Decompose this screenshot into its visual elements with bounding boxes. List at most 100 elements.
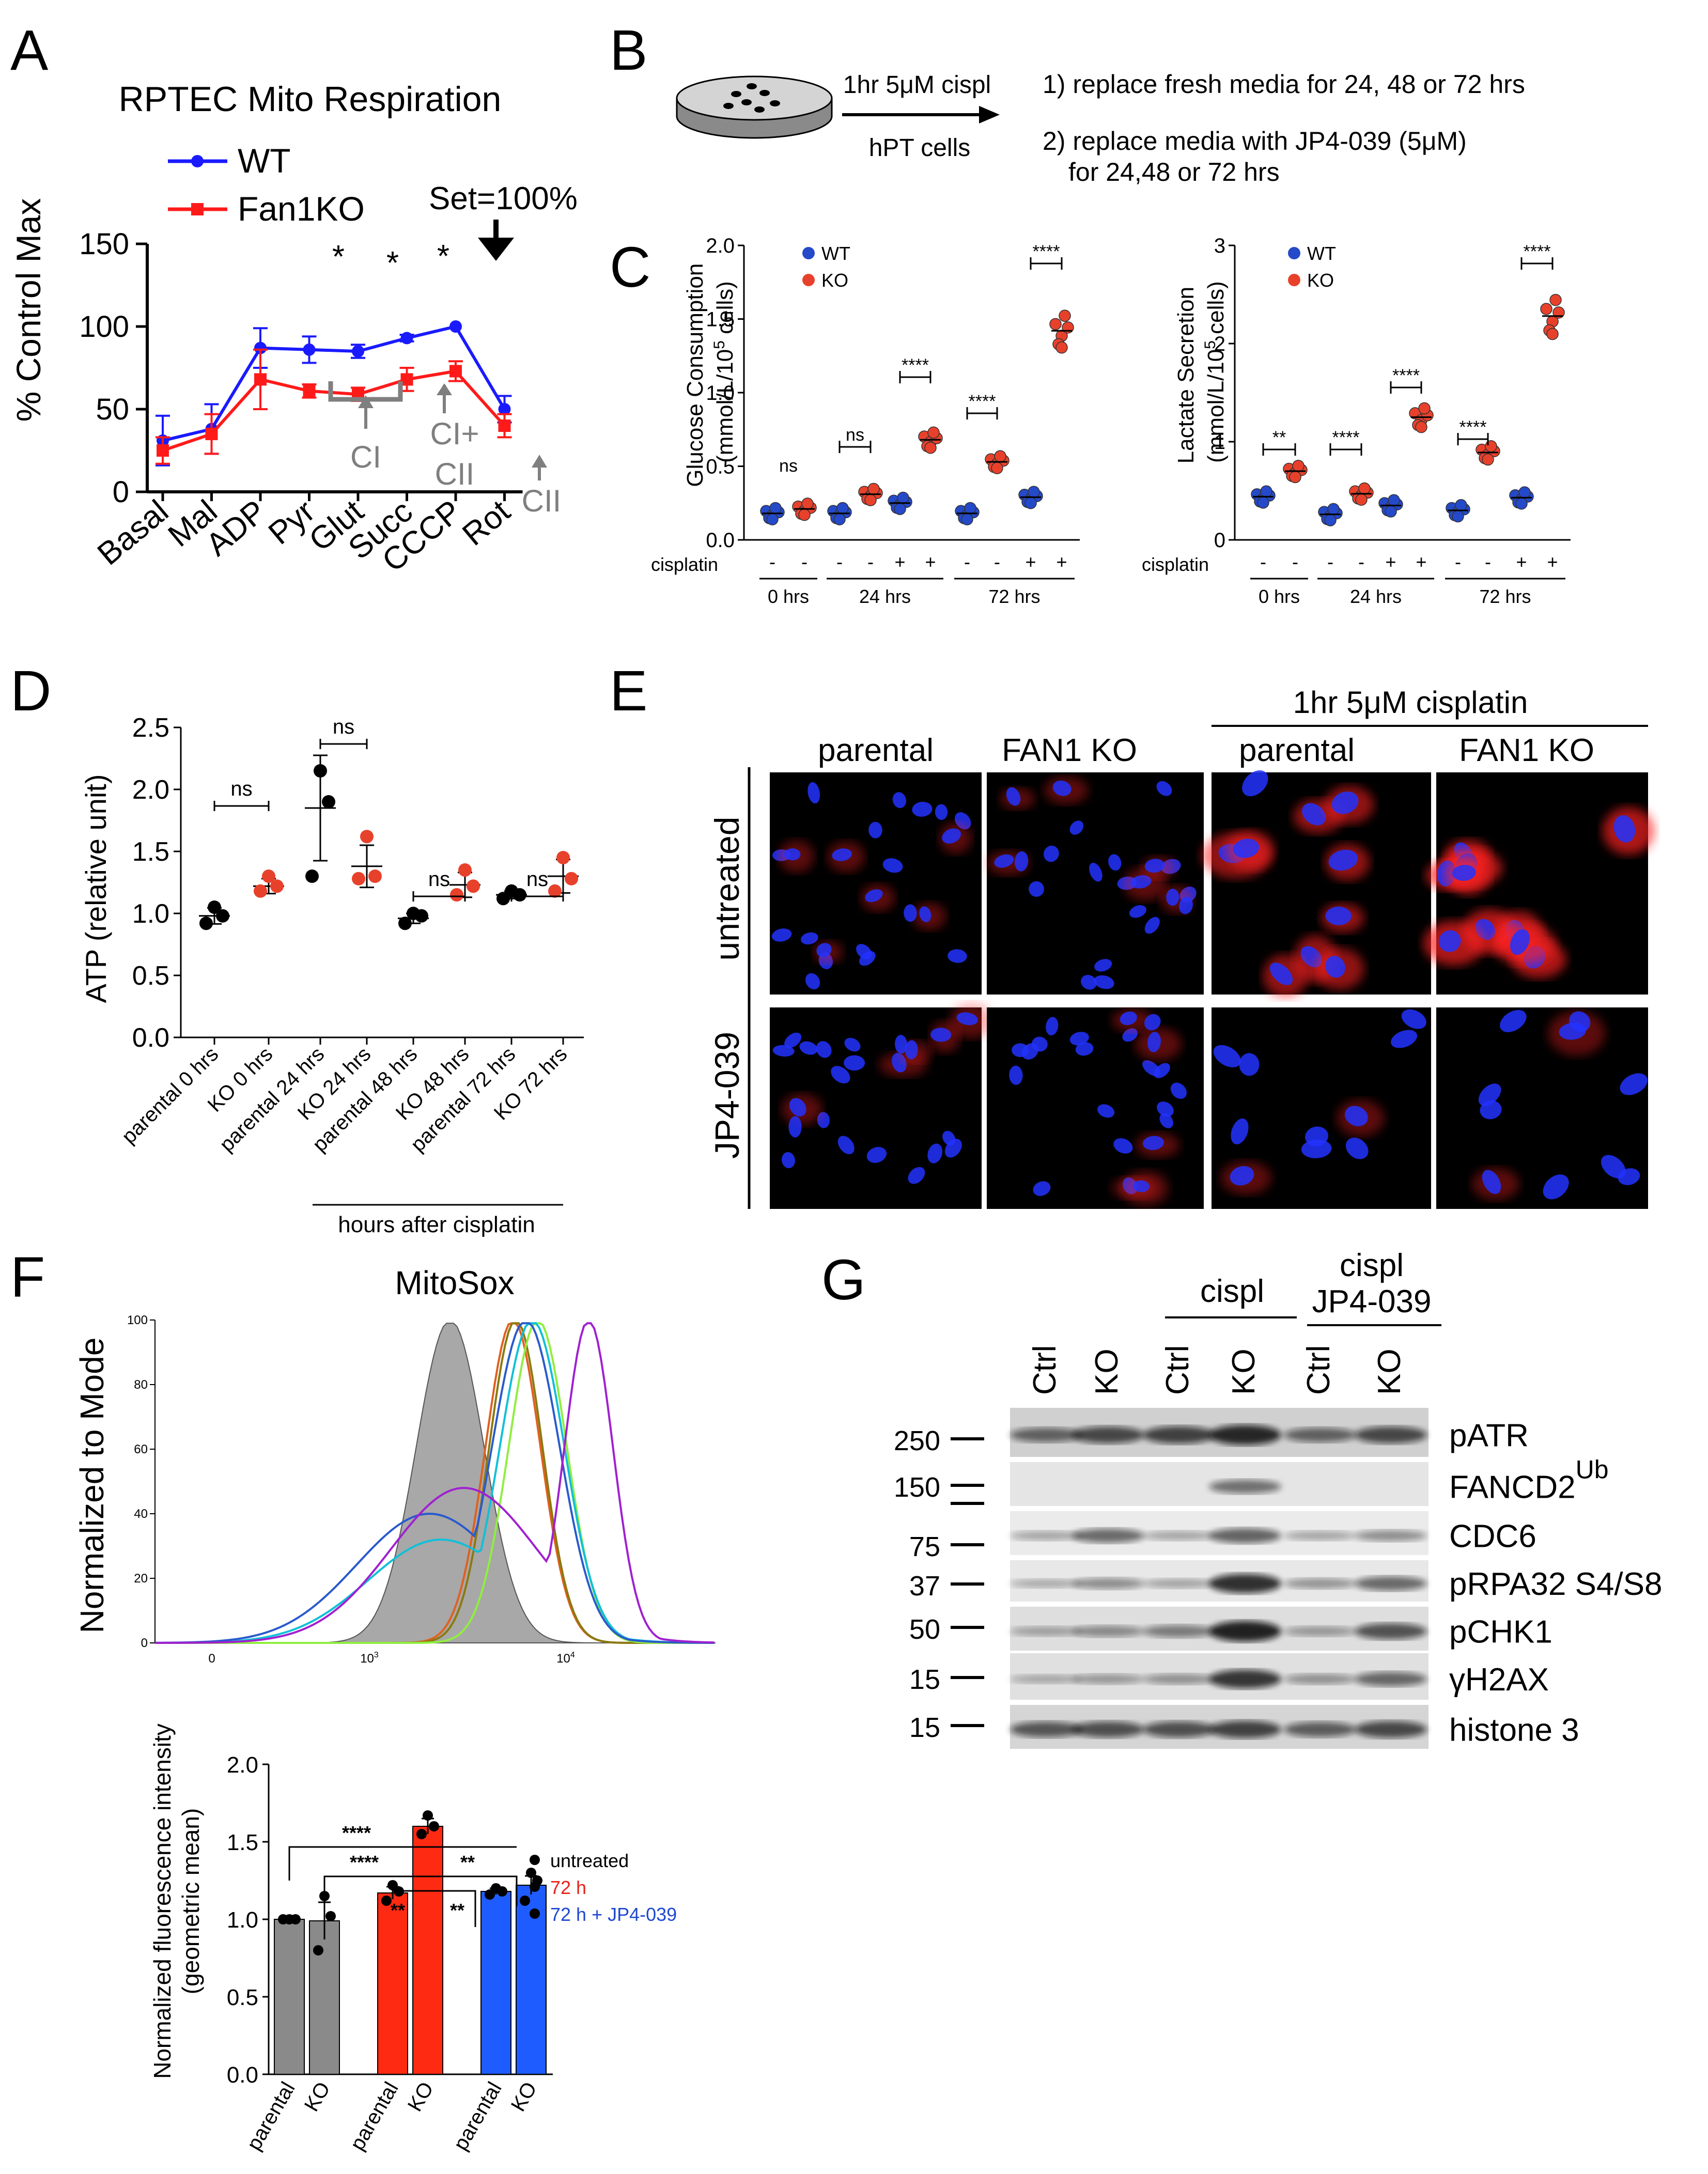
nucleus xyxy=(784,848,801,861)
blot-band xyxy=(1355,1672,1427,1686)
nucleus xyxy=(908,1167,925,1184)
lane-label: Ctrl xyxy=(1160,1345,1195,1395)
data-dot xyxy=(964,502,976,515)
legend-dot xyxy=(530,1882,540,1892)
blot-band xyxy=(1209,1425,1281,1445)
nucleus xyxy=(912,801,933,817)
legend-wt-marker xyxy=(191,155,204,167)
nucleus xyxy=(837,1136,855,1155)
blot-band xyxy=(1072,1721,1144,1738)
data-dot xyxy=(216,909,229,923)
legend-label: 72 h + JP4-039 xyxy=(550,1904,677,1925)
group-label: 72 hrs xyxy=(988,586,1040,607)
legend-dot xyxy=(530,1908,540,1919)
ci-label: CI xyxy=(350,440,381,474)
sig-bracket xyxy=(428,1890,476,1927)
panel-g-letter: G xyxy=(821,1248,866,1312)
data-dot xyxy=(897,491,909,504)
nucleus xyxy=(1120,1011,1137,1026)
blot-band xyxy=(1143,1625,1215,1638)
data-point-wt xyxy=(449,320,462,333)
blot-band xyxy=(1209,1621,1281,1642)
lane-label: KO xyxy=(1372,1348,1407,1395)
x-tick-label: parental xyxy=(449,2078,506,2154)
sig-label: **** xyxy=(342,1822,371,1843)
series-line-Fan1KO xyxy=(162,369,506,452)
nucleus xyxy=(1613,815,1636,843)
y-tick-label: 100 xyxy=(79,310,129,344)
panel-c-letter: C xyxy=(610,236,650,299)
y-tick-label: 0.0 xyxy=(227,2062,258,2088)
data-dot xyxy=(1418,402,1431,415)
blot-band xyxy=(1355,1623,1427,1640)
y-tick-label: 2.0 xyxy=(706,235,735,257)
data-dot xyxy=(322,795,335,809)
col-label-parental-2: parental xyxy=(1239,733,1355,768)
sig-label: **** xyxy=(1392,366,1420,385)
nucleus xyxy=(1230,1166,1254,1186)
legend-wt-dot xyxy=(802,247,815,259)
data-dot xyxy=(548,884,562,898)
nucleus xyxy=(844,1037,861,1052)
y-tick-label: 0.5 xyxy=(227,1985,258,2010)
y-tick-label: 50 xyxy=(96,393,129,426)
data-dot xyxy=(1546,328,1559,340)
blot-band xyxy=(1284,1673,1356,1685)
blot-band xyxy=(1284,1578,1356,1589)
nucleus xyxy=(832,848,852,861)
row-label-jp4039: JP4-039 xyxy=(708,1032,746,1159)
sig-label: **** xyxy=(1332,428,1360,447)
cisplatin-sign: - xyxy=(1455,551,1461,572)
mw-marker: 37 xyxy=(909,1571,940,1602)
nucleus xyxy=(1009,1065,1023,1085)
data-dot xyxy=(254,884,267,898)
legend-dot xyxy=(530,1855,540,1865)
x-tick-label: parental 0 hrs xyxy=(117,1043,223,1148)
protein-label: histone 3 xyxy=(1449,1713,1579,1748)
sig-label: **** xyxy=(1033,242,1060,261)
hours-after-label: hours after cisplatin xyxy=(338,1212,535,1237)
micro-content xyxy=(1423,807,1655,978)
blot-band xyxy=(1010,1579,1082,1588)
nucleus xyxy=(895,1035,908,1054)
y-tick-label: 60 xyxy=(134,1442,148,1456)
blot-band xyxy=(1072,1674,1144,1684)
histogram-curve xyxy=(154,1322,715,1644)
nucleus xyxy=(919,906,931,922)
row-label-untreated: untreated xyxy=(708,817,746,961)
legend-ko-label: KO xyxy=(1307,270,1334,291)
blot-band xyxy=(1355,1530,1427,1542)
nucleus xyxy=(1156,781,1172,796)
nucleus xyxy=(1129,905,1146,918)
data-dot xyxy=(991,462,1003,474)
micro-content xyxy=(772,1003,992,1184)
data-dot xyxy=(416,1829,427,1839)
nucleus xyxy=(1480,1100,1502,1120)
data-dot xyxy=(491,1883,501,1893)
mw-marker: 75 xyxy=(909,1531,940,1562)
cisplatin-sign: - xyxy=(1358,551,1364,572)
nucleus xyxy=(1113,1138,1133,1154)
data-dot xyxy=(262,869,275,883)
blot-band xyxy=(1072,1625,1144,1637)
data-dot xyxy=(556,851,570,864)
nucleus xyxy=(1179,896,1193,914)
sig-label: **** xyxy=(1459,417,1487,437)
data-dot xyxy=(1482,453,1494,466)
micro-content xyxy=(1009,1009,1187,1206)
data-dot xyxy=(423,1810,433,1821)
cisplatin-header: 1hr 5μM cisplatin xyxy=(1293,685,1528,720)
data-point-wt xyxy=(498,403,511,415)
protein-label: pCHK1 xyxy=(1449,1614,1552,1650)
set-100-arrowhead xyxy=(478,238,514,261)
protein-label: FANCD2Ub xyxy=(1449,1455,1609,1505)
data-dot xyxy=(1518,486,1531,499)
x-tick-label: KO xyxy=(403,2078,438,2116)
blot-band xyxy=(1355,1426,1427,1443)
nucleus xyxy=(1069,1032,1089,1046)
ci-arrowhead xyxy=(358,395,374,408)
step-2b: for 24,48 or 72 hrs xyxy=(1068,158,1280,187)
mw-marker: 15 xyxy=(909,1712,940,1743)
cisplatin-label: cisplatin xyxy=(651,554,718,575)
